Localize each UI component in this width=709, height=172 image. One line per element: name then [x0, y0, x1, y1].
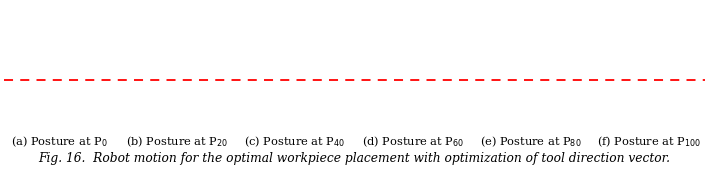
- Text: Fig. 16.  Robot motion for the optimal workpiece placement with optimization of : Fig. 16. Robot motion for the optimal wo…: [38, 152, 671, 165]
- Text: (e) Posture at P$_{80}$: (e) Posture at P$_{80}$: [479, 135, 581, 149]
- Text: (f) Posture at P$_{100}$: (f) Posture at P$_{100}$: [597, 135, 700, 149]
- Text: (b) Posture at P$_{20}$: (b) Posture at P$_{20}$: [126, 135, 228, 149]
- Text: (d) Posture at P$_{60}$: (d) Posture at P$_{60}$: [362, 135, 464, 149]
- Text: (a) Posture at P$_{0}$: (a) Posture at P$_{0}$: [11, 135, 107, 149]
- Text: (c) Posture at P$_{40}$: (c) Posture at P$_{40}$: [244, 135, 345, 149]
